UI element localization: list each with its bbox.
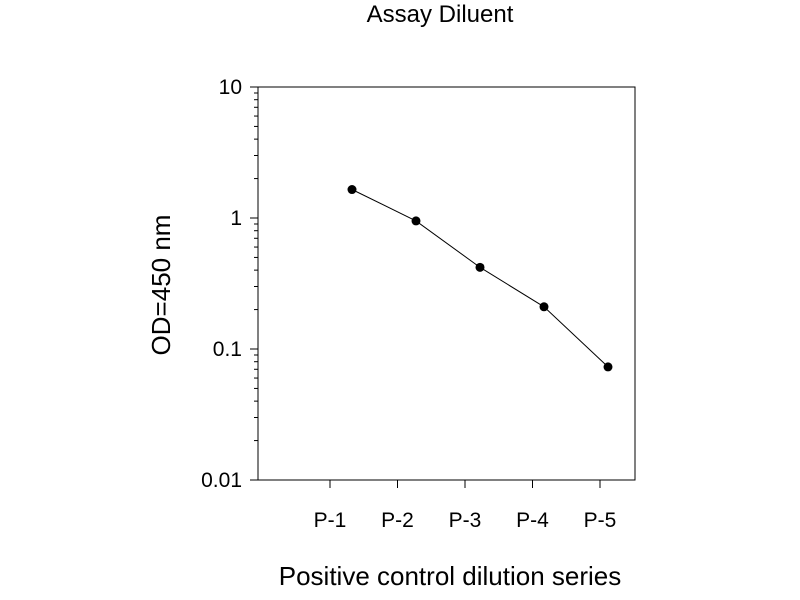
y-tick-label: 0.01 [201, 469, 242, 492]
series-line [351, 189, 609, 368]
x-tick-label: P-1 [314, 509, 347, 532]
data-point [539, 302, 549, 312]
x-tick-label: P-2 [381, 509, 414, 532]
x-axis-ticks: P-1 P-2 P-3 P-4 P-5 [314, 480, 617, 532]
y-tick-label: 0.1 [213, 338, 242, 361]
data-point [411, 216, 421, 226]
x-tick-label: P-3 [449, 509, 482, 532]
data-series [347, 185, 613, 372]
y-tick-label: 1 [230, 207, 242, 230]
x-tick-label: P-5 [584, 509, 617, 532]
y-axis-label: OD=450 nm [146, 215, 176, 356]
data-point [347, 185, 357, 195]
x-tick-label: P-4 [516, 509, 549, 532]
data-point [475, 262, 485, 272]
data-point [603, 362, 613, 372]
y-axis-ticks: 10 1 0.1 0.01 [201, 76, 258, 492]
plot-frame [257, 86, 636, 481]
y-tick-label: 10 [219, 76, 242, 99]
chart-title: Assay Diluent [367, 1, 514, 28]
x-axis-label: Positive control dilution series [279, 561, 622, 591]
